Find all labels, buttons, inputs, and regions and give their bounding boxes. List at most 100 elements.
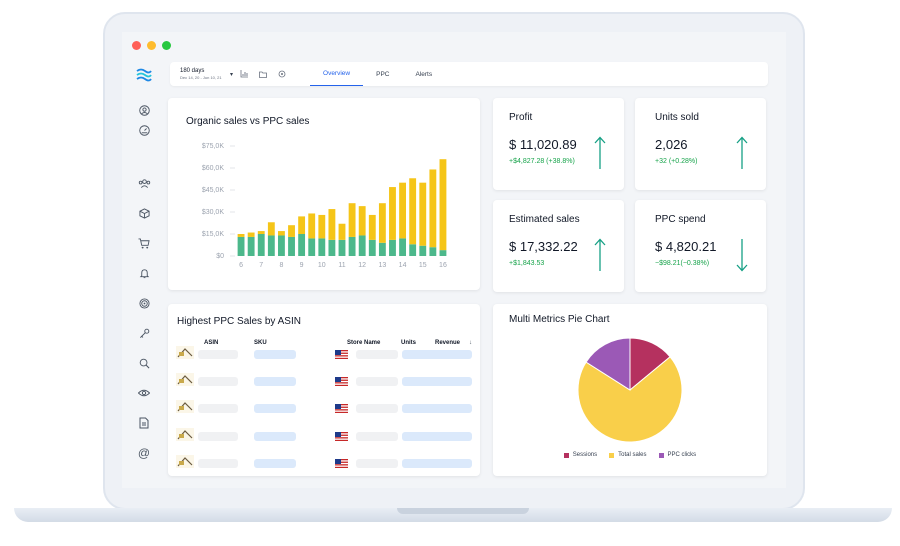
bar-segment[interactable] xyxy=(338,223,346,240)
bar-segment[interactable] xyxy=(338,239,346,256)
bar-segment[interactable] xyxy=(308,238,316,256)
bar-segment[interactable] xyxy=(378,242,386,256)
bar-segment[interactable] xyxy=(257,231,265,234)
bar-chart-icon[interactable] xyxy=(239,69,249,79)
bar-segment[interactable] xyxy=(389,187,396,240)
product-thumbnail xyxy=(176,373,194,386)
bar-segment[interactable] xyxy=(409,178,417,245)
y-tick-label: $15,0K xyxy=(202,231,225,238)
bar-segment[interactable] xyxy=(247,232,255,237)
bar-segment[interactable] xyxy=(298,234,306,256)
bar-segment[interactable] xyxy=(328,239,336,256)
column-header-units[interactable]: Units xyxy=(401,340,416,346)
bar-segment[interactable] xyxy=(439,159,447,251)
bar-segment[interactable] xyxy=(318,238,326,256)
metric-delta: +$4,827.28 (+38.8%) xyxy=(509,158,575,165)
dashboard-gauge-icon[interactable] xyxy=(136,122,152,138)
column-header-asin[interactable]: ASIN xyxy=(204,340,219,346)
bar-segment[interactable] xyxy=(358,206,366,236)
bar-segment[interactable] xyxy=(257,234,265,256)
column-header-store-name[interactable]: Store Name xyxy=(347,340,381,346)
minimize-dot[interactable] xyxy=(147,41,156,50)
column-header-sku[interactable]: SKU xyxy=(254,340,267,346)
us-flag-icon xyxy=(335,432,348,441)
column-header-revenue[interactable]: Revenue xyxy=(435,340,461,346)
sort-down-icon[interactable]: ↓ xyxy=(469,340,472,346)
units-revenue-placeholder xyxy=(402,432,472,441)
bar-segment[interactable] xyxy=(419,182,427,246)
bell-icon[interactable] xyxy=(136,265,152,281)
search-icon[interactable] xyxy=(136,355,152,371)
bar-segment[interactable] xyxy=(368,214,376,240)
bar-segment[interactable] xyxy=(368,239,376,256)
bar-segment[interactable] xyxy=(277,231,285,236)
bar-segment[interactable] xyxy=(409,244,417,256)
date-range-picker[interactable]: 180 days Dec 14, 20 - Jun 10, 21 xyxy=(180,68,234,80)
bar-segment[interactable] xyxy=(389,239,396,256)
bar-segment[interactable] xyxy=(378,203,386,243)
bar-segment[interactable] xyxy=(358,235,366,256)
user-icon[interactable] xyxy=(136,102,152,118)
legend-item-total-sales[interactable]: Total sales xyxy=(609,452,647,458)
bar-segment[interactable] xyxy=(267,222,275,236)
us-flag-icon xyxy=(335,377,348,386)
metric-delta: −$98.21(−0.38%) xyxy=(655,260,710,267)
bar-segment[interactable] xyxy=(298,216,306,234)
folder-icon[interactable] xyxy=(258,69,268,79)
bar-segment[interactable] xyxy=(277,235,285,256)
bar-segment[interactable] xyxy=(328,209,336,240)
highest-ppc-sales-card: Highest PPC Sales by ASIN ASIN SKU Store… xyxy=(168,304,480,476)
target-icon[interactable] xyxy=(136,295,152,311)
eye-icon[interactable] xyxy=(136,385,152,401)
chevron-down-icon[interactable]: ▾ xyxy=(230,71,234,78)
bar-segment[interactable] xyxy=(429,169,437,248)
document-icon[interactable] xyxy=(136,415,152,431)
units-revenue-placeholder xyxy=(402,377,472,386)
pie-slice[interactable] xyxy=(577,356,683,443)
bar-segment[interactable] xyxy=(318,214,326,239)
legend-swatch xyxy=(563,452,569,458)
at-icon[interactable]: @ xyxy=(137,446,151,460)
users-group-icon[interactable] xyxy=(136,175,152,191)
x-tick-label: 7 xyxy=(259,262,263,269)
bar-segment[interactable] xyxy=(399,182,407,239)
tab-ppc[interactable]: PPC xyxy=(376,70,390,78)
legend-item-sessions[interactable]: Sessions xyxy=(563,452,598,458)
tab-overview[interactable]: Overview xyxy=(310,62,364,86)
bar-segment[interactable] xyxy=(267,235,275,256)
asin-placeholder xyxy=(198,404,238,413)
settings-icon[interactable] xyxy=(277,69,287,79)
key-icon[interactable] xyxy=(136,325,152,341)
x-tick-label: 15 xyxy=(419,262,427,269)
x-tick-label: 10 xyxy=(318,262,326,269)
cart-icon[interactable] xyxy=(136,235,152,251)
bar-segment[interactable] xyxy=(429,247,437,256)
bar-segment[interactable] xyxy=(247,236,255,256)
y-tick-label: $30,0K xyxy=(202,209,225,216)
close-dot[interactable] xyxy=(132,41,141,50)
bar-segment[interactable] xyxy=(348,236,356,256)
bar-segment[interactable] xyxy=(237,234,245,237)
pie-slice[interactable] xyxy=(585,337,631,391)
legend-item-ppc-clicks[interactable]: PPC clicks xyxy=(658,452,696,458)
bar-segment[interactable] xyxy=(237,236,245,256)
metric-card-units-sold: Units sold 2,026 +32 (+0.28%) xyxy=(635,98,766,190)
bar-segment[interactable] xyxy=(399,238,407,256)
table-title: Highest PPC Sales by ASIN xyxy=(177,316,301,327)
tab-alerts[interactable]: Alerts xyxy=(415,70,433,78)
bar-segment[interactable] xyxy=(288,225,295,237)
us-flag-icon xyxy=(335,459,348,468)
bar-segment[interactable] xyxy=(288,236,295,256)
maximize-dot[interactable] xyxy=(162,41,171,50)
bar-segment[interactable] xyxy=(439,250,447,256)
app-logo-icon[interactable] xyxy=(136,68,152,82)
box-icon[interactable] xyxy=(136,205,152,221)
bar-segment[interactable] xyxy=(419,245,427,256)
y-tick-label: $0 xyxy=(216,253,224,260)
bar-segment[interactable] xyxy=(308,213,316,239)
us-flag-icon xyxy=(335,404,348,413)
y-tick-label: $75,0K xyxy=(202,143,225,150)
legend-label: Sessions xyxy=(572,452,598,458)
laptop-notch xyxy=(397,508,529,514)
bar-segment[interactable] xyxy=(348,203,356,237)
